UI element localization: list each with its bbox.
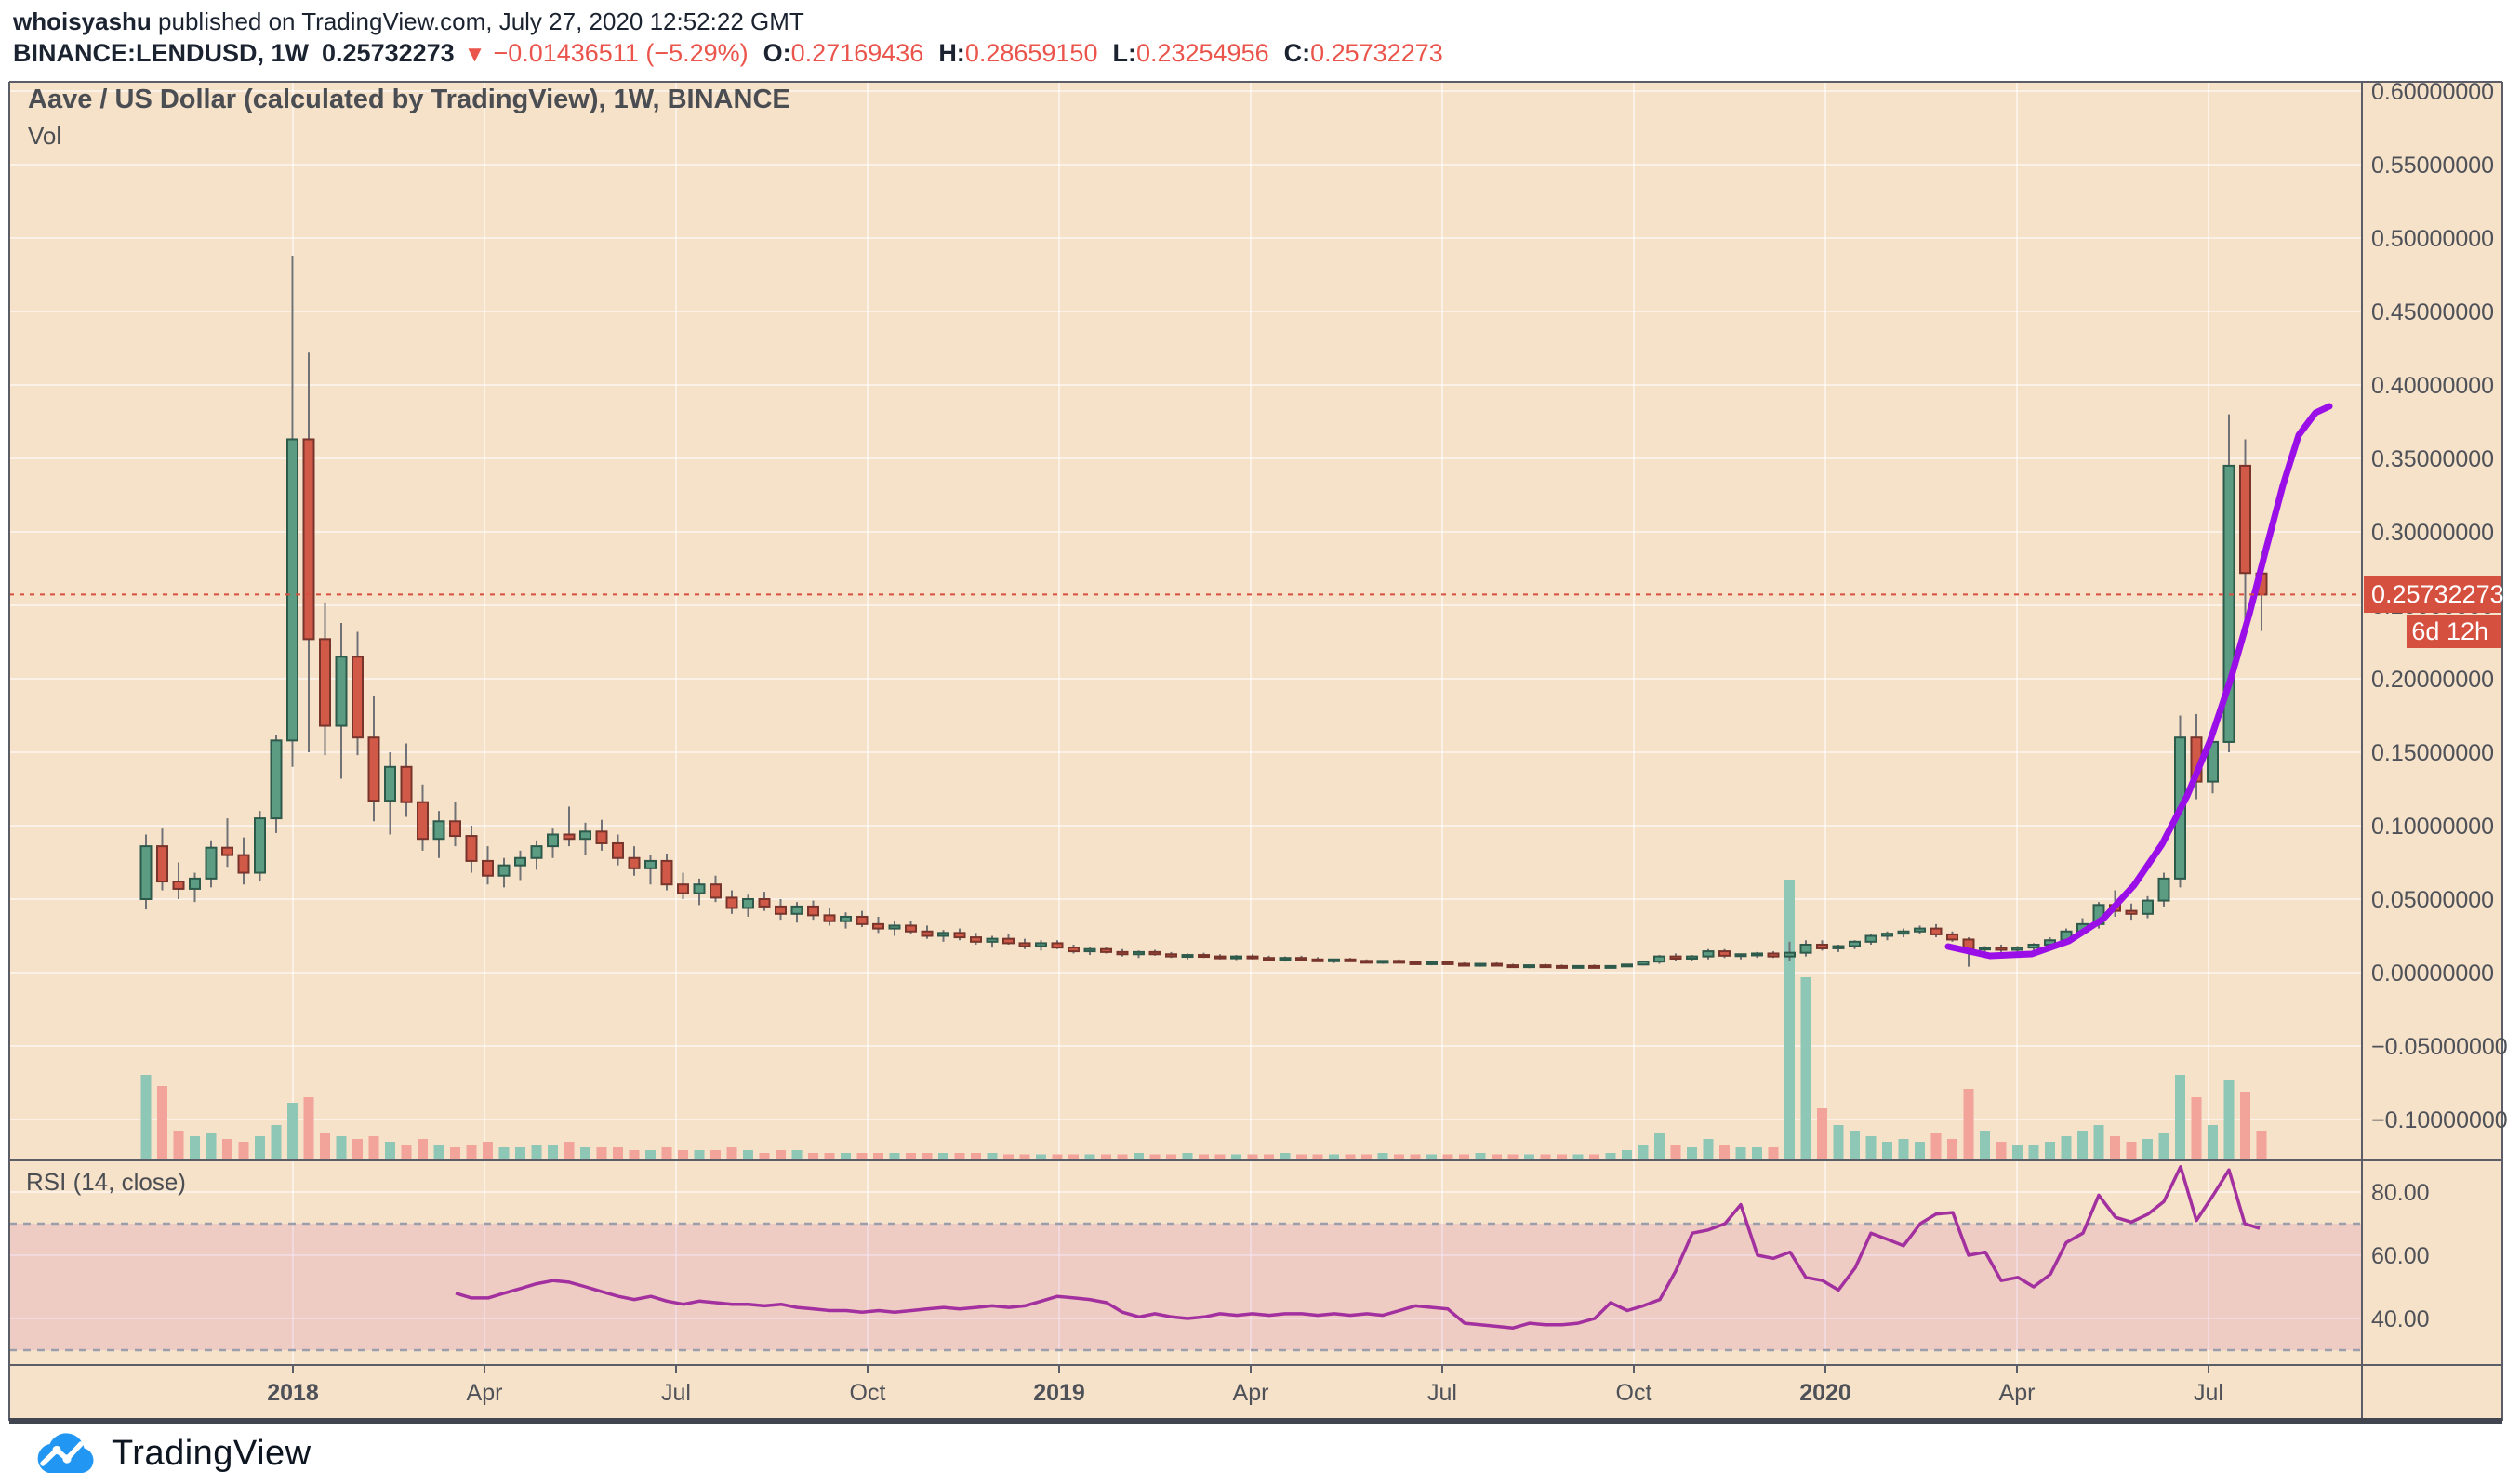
brand-name: TradingView xyxy=(112,1433,312,1473)
published-text: published on TradingView.com, July 27, 2… xyxy=(151,7,804,35)
svg-text:0.30000000: 0.30000000 xyxy=(2371,520,2494,546)
rsi-line xyxy=(455,1165,2261,1330)
time-axis[interactable]: 2018 Apr Jul Oct 2019 Apr Jul Oct 2020 Apr Jul xyxy=(267,1365,2223,1406)
svg-text:−0.10000000: −0.10000000 xyxy=(2371,1107,2507,1133)
countdown-value: 6d 12h xyxy=(2411,617,2488,645)
low-value: 0.23254956 xyxy=(1135,39,1269,67)
svg-text:0.15000000: 0.15000000 xyxy=(2371,740,2494,766)
svg-text:2018: 2018 xyxy=(267,1380,319,1406)
svg-text:0.05000000: 0.05000000 xyxy=(2371,887,2494,913)
svg-text:2020: 2020 xyxy=(1799,1380,1851,1406)
snapshot-header: whoisyashu published on TradingView.com,… xyxy=(13,6,2431,71)
svg-text:Jul: Jul xyxy=(2194,1380,2223,1406)
svg-text:0.10000000: 0.10000000 xyxy=(2371,814,2494,840)
svg-text:Jul: Jul xyxy=(1427,1380,1457,1406)
svg-text:0.60000000: 0.60000000 xyxy=(2371,79,2494,105)
svg-text:Apr: Apr xyxy=(467,1380,503,1406)
price-badge: 0.25732273 6d 12h xyxy=(2364,576,2504,648)
svg-text:0.40000000: 0.40000000 xyxy=(2371,373,2494,399)
author-name: whoisyashu xyxy=(13,7,152,35)
high-label: H: xyxy=(938,39,965,67)
svg-text:60.00: 60.00 xyxy=(2371,1243,2430,1269)
svg-text:0.45000000: 0.45000000 xyxy=(2371,299,2494,325)
svg-text:Oct: Oct xyxy=(1616,1380,1652,1406)
rsi-indicator-label: RSI (14, close) xyxy=(26,1168,186,1196)
symbol-name: BINANCE:LENDUSD, 1W xyxy=(13,39,310,67)
published-line: whoisyashu published on TradingView.com,… xyxy=(13,6,2431,37)
svg-text:Oct: Oct xyxy=(850,1380,886,1406)
svg-text:0.50000000: 0.50000000 xyxy=(2371,226,2494,252)
chart-title: Aave / US Dollar (calculated by TradingV… xyxy=(28,85,790,114)
svg-text:−0.05000000: −0.05000000 xyxy=(2371,1034,2507,1060)
svg-text:0.35000000: 0.35000000 xyxy=(2371,446,2494,472)
grid-lines xyxy=(9,82,2362,1365)
close-value: 0.25732273 xyxy=(1310,39,1443,67)
volume-bars xyxy=(140,880,2267,1159)
countdown-badge xyxy=(2407,615,2501,648)
svg-text:0.00000000: 0.00000000 xyxy=(2371,961,2494,987)
svg-text:80.00: 80.00 xyxy=(2371,1180,2430,1206)
symbol-info-line: BINANCE:LENDUSD, 1W 0.25732273 ▼ −0.0143651… xyxy=(13,37,2431,71)
price-change: −0.01436511 (−5.29%) xyxy=(493,39,749,67)
pane-borders xyxy=(8,81,2503,1424)
open-label: O: xyxy=(763,39,791,67)
svg-text:40.00: 40.00 xyxy=(2371,1306,2430,1332)
tradingview-cloud-logo-icon xyxy=(37,1433,94,1474)
last-price: 0.25732273 xyxy=(322,39,455,67)
rsi-band xyxy=(9,1222,2362,1352)
volume-indicator-label: Vol xyxy=(28,122,61,150)
trend-curve xyxy=(1944,403,2333,960)
price-badge-value: 0.25732273 xyxy=(2371,580,2504,608)
svg-text:0.20000000: 0.20000000 xyxy=(2371,667,2494,693)
svg-text:0.55000000: 0.55000000 xyxy=(2371,152,2494,179)
close-label: C: xyxy=(1283,39,1311,67)
tradingview-branding[interactable]: TradingView xyxy=(32,1430,312,1477)
down-triangle-icon: ▼ xyxy=(463,42,486,67)
svg-text:Apr: Apr xyxy=(1233,1380,1269,1406)
svg-text:Jul: Jul xyxy=(661,1380,691,1406)
low-label: L: xyxy=(1112,39,1136,67)
svg-text:2019: 2019 xyxy=(1033,1380,1085,1406)
high-value: 0.28659150 xyxy=(964,39,1098,67)
svg-text:Apr: Apr xyxy=(1999,1380,2036,1406)
open-value: 0.27169436 xyxy=(790,39,924,67)
price-axis[interactable]: 0.60000000 0.55000000 0.50000000 0.45000000… xyxy=(2371,79,2507,1332)
